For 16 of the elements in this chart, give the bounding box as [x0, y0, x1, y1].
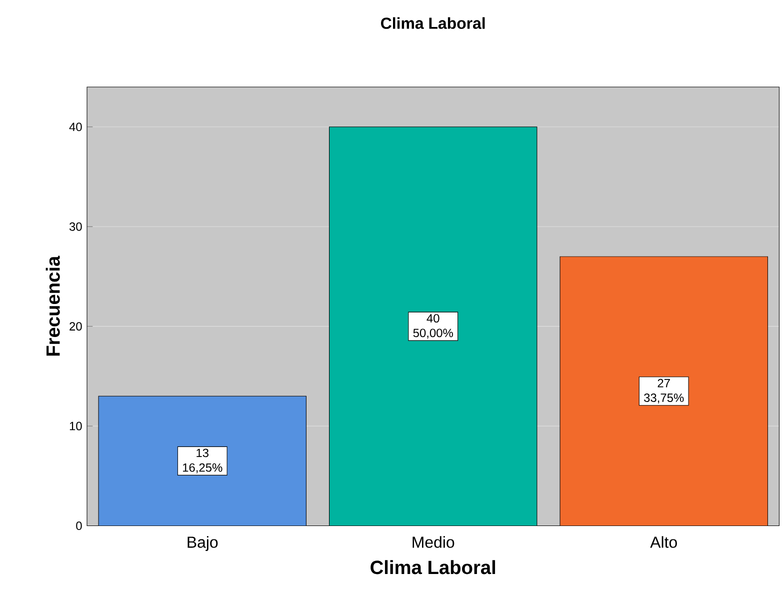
- y-tick-label: 30: [69, 222, 82, 231]
- y-tick-label: 40: [69, 122, 82, 132]
- y-tick-label: 10: [70, 422, 82, 430]
- y-axis-title: Frecuencia: [46, 256, 60, 356]
- x-tick-label: Bajo: [188, 536, 218, 551]
- data-label: 13 16,25%: [183, 448, 222, 474]
- bar: [560, 256, 768, 526]
- bar: [98, 396, 306, 526]
- chart-title: Clima Laboral: [381, 17, 485, 29]
- y-tick-label: 20: [70, 322, 82, 330]
- x-axis-title: Clima Laboral: [370, 560, 496, 574]
- data-label: 27 33,75%: [644, 378, 684, 404]
- x-tick-label: Alto: [650, 536, 677, 548]
- y-tick-label: 0: [76, 521, 82, 530]
- x-tick-label: Medio: [412, 536, 454, 548]
- data-label: 40 50,00%: [413, 314, 453, 338]
